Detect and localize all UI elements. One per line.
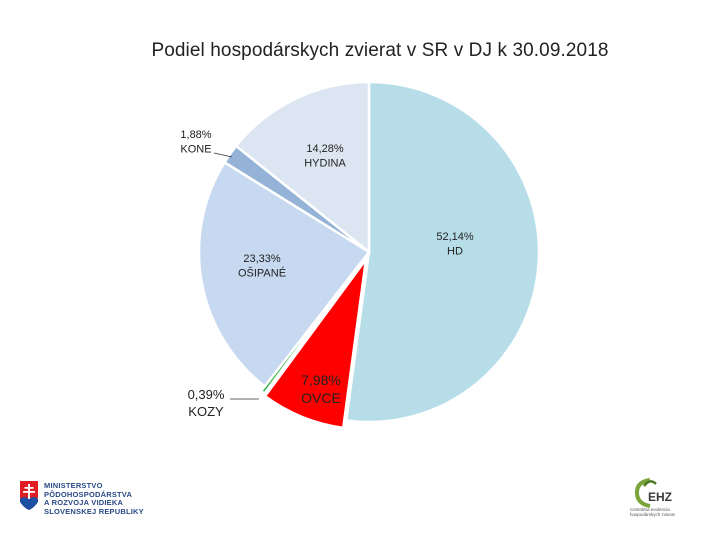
pie-slice-hydina	[234, 80, 371, 255]
pie-slice-ošipané	[197, 160, 371, 389]
ministry-name: MINISTERSTVO PÔDOHOSPODÁRSTVA A ROZVOJA …	[44, 481, 144, 516]
pie-slice-hd	[344, 80, 541, 424]
slice-label-kozy: 0,39% KOZY	[188, 387, 225, 419]
slice-label-hd: 52,14% HD	[436, 231, 474, 257]
pie-slice-ovce	[263, 258, 368, 430]
ehz-leaf-icon: EHZ	[634, 478, 672, 508]
slice-label-kone: 1,88% KONE	[180, 129, 211, 155]
chart-title: Podiel hospodárskych zvierat v SR v DJ k…	[151, 40, 609, 61]
ehz-mark: EHZ	[648, 490, 672, 504]
slice-label-ovce: 7,98% OVCE	[301, 372, 341, 406]
slice-label-hydina: 14,28% HYDINA	[304, 143, 346, 169]
slovak-coat-of-arms-icon	[20, 481, 38, 510]
slice-label-ošipané: 23,33% OŠIPANÉ	[238, 253, 286, 279]
ehz-caption: Centrálna evidencia hospodárskych zviera…	[630, 507, 675, 517]
leader-line-kone	[213, 152, 233, 158]
